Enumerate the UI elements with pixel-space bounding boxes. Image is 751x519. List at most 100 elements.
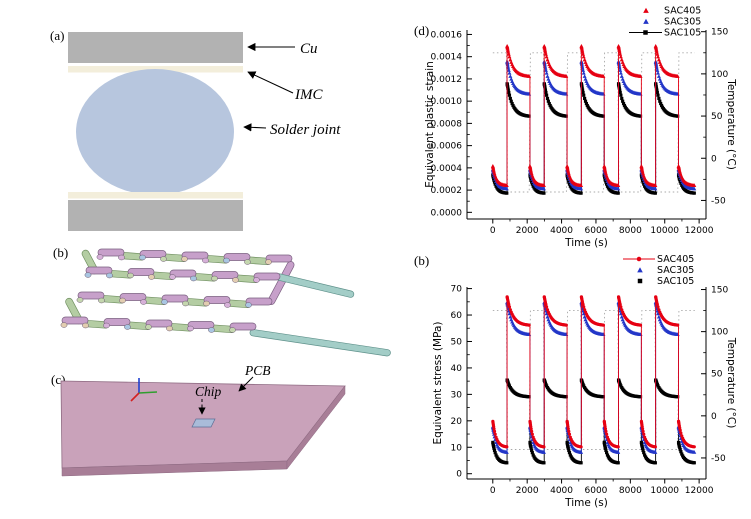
- y-tick-label: 30: [451, 390, 463, 400]
- marker-square: [511, 103, 515, 108]
- marker-circle: [642, 432, 646, 436]
- marker-square: [530, 182, 534, 186]
- legend-item-SAC105: SAC105: [637, 276, 694, 287]
- marker-square: [621, 99, 625, 103]
- marker-circle: [657, 308, 661, 312]
- marker-triangle: [603, 168, 608, 172]
- marker-triangle: [580, 48, 585, 52]
- chain-trace: [245, 297, 273, 306]
- marker-square: [655, 90, 659, 95]
- marker-triangle: [506, 49, 511, 54]
- marker-square: [604, 180, 608, 184]
- marker-square: [692, 461, 696, 465]
- marker-circle: [640, 427, 645, 431]
- marker-square: [507, 90, 511, 95]
- y-tick-label: 0.0014: [431, 53, 463, 63]
- solder-ball-joint: [148, 274, 155, 280]
- marker-triangle: [566, 169, 571, 174]
- marker-square: [507, 384, 512, 388]
- solder-ball-joint: [229, 327, 236, 333]
- marker-triangle: [544, 311, 549, 316]
- solder-ball-joint: [244, 259, 251, 265]
- marker-circle: [581, 302, 585, 307]
- marker-square: [544, 384, 549, 388]
- marker-triangle: [543, 49, 548, 54]
- marker-triangle: [544, 54, 549, 59]
- solder-ball-joint: [211, 275, 218, 282]
- pcb-arrow: [238, 376, 254, 392]
- marker-square: [641, 180, 645, 184]
- marker-square: [493, 451, 497, 455]
- marker-circle: [493, 432, 497, 436]
- marker-triangle: [692, 450, 697, 454]
- marker-square: [643, 453, 647, 457]
- series-SAC105: [491, 82, 696, 195]
- marker-triangle: [637, 267, 643, 273]
- marker-triangle: [507, 70, 512, 75]
- solder-ball-joint: [82, 322, 89, 329]
- marker-triangle: [656, 314, 661, 319]
- coordinate-triad-icon: [130, 378, 158, 402]
- chip-label: Chip: [195, 384, 222, 399]
- legend-item-SAC305: SAC305: [637, 265, 694, 276]
- marker-triangle: [507, 54, 512, 59]
- legend-item-SAC105: SAC105: [629, 28, 701, 39]
- marker-square: [643, 30, 648, 35]
- series-SAC405: [490, 43, 697, 188]
- marker-square: [676, 395, 680, 399]
- chain-trace: [253, 272, 281, 281]
- y2-tick-label: 0: [711, 412, 717, 422]
- marker-triangle: [528, 168, 533, 172]
- legend-label: SAC405: [664, 6, 701, 17]
- marker-circle: [603, 427, 608, 431]
- marker-circle: [492, 429, 497, 433]
- marker-circle: [566, 427, 570, 431]
- y-tick-label: 0.0000: [431, 208, 463, 218]
- triad-x-axis: [130, 392, 140, 402]
- marker-triangle: [581, 54, 586, 59]
- chain-trace: [249, 329, 391, 357]
- marker-square: [604, 448, 608, 452]
- marker-triangle: [508, 57, 513, 62]
- marker-square: [638, 114, 643, 118]
- pcb-board-side: [286, 385, 346, 470]
- x-tick-label: 8000: [619, 486, 642, 496]
- y-tick-label: 0.0004: [431, 164, 463, 174]
- marker-triangle: [619, 74, 624, 78]
- marker-square: [679, 181, 683, 185]
- marker-square: [601, 395, 605, 399]
- panel-b-daisy-chain: (b): [53, 245, 391, 357]
- y2-tick-label: -50: [711, 454, 726, 464]
- marker-square: [546, 99, 550, 103]
- chain-trace: [187, 321, 215, 329]
- marker-square: [580, 86, 584, 90]
- chain-trace: [127, 268, 155, 276]
- marker-circle: [692, 445, 696, 449]
- charts: 0 2000 4000 6000 8000 10000 120000.00000.00020…: [414, 6, 737, 510]
- chain-trace: [97, 248, 125, 257]
- legend-label: SAC105: [664, 28, 701, 39]
- x-tick-label: 2000: [516, 226, 539, 236]
- solder-ball-joint: [203, 300, 210, 307]
- marker-square: [583, 99, 588, 103]
- marker-triangle: [506, 68, 511, 72]
- marker-triangle: [507, 311, 512, 316]
- cu-bottom-bar: [68, 200, 243, 231]
- x-tick-label: 0: [490, 226, 496, 236]
- y-tick-label: 0.0016: [431, 30, 463, 40]
- marker-circle: [582, 305, 586, 309]
- marker-square: [530, 448, 534, 452]
- chain-trace: [85, 266, 113, 275]
- marker-circle: [567, 432, 572, 436]
- marker-square: [692, 191, 696, 195]
- marker-square: [510, 101, 514, 106]
- marker-square: [638, 395, 643, 399]
- marker-square: [493, 182, 497, 186]
- marker-circle: [492, 427, 496, 431]
- marker-circle: [529, 427, 533, 431]
- panel-a-label: (a): [50, 28, 64, 43]
- legend-item-SAC405: SAC405: [643, 6, 701, 17]
- x-tick-label: 2000: [516, 486, 539, 496]
- marker-square: [543, 86, 547, 90]
- marker-triangle: [582, 74, 587, 78]
